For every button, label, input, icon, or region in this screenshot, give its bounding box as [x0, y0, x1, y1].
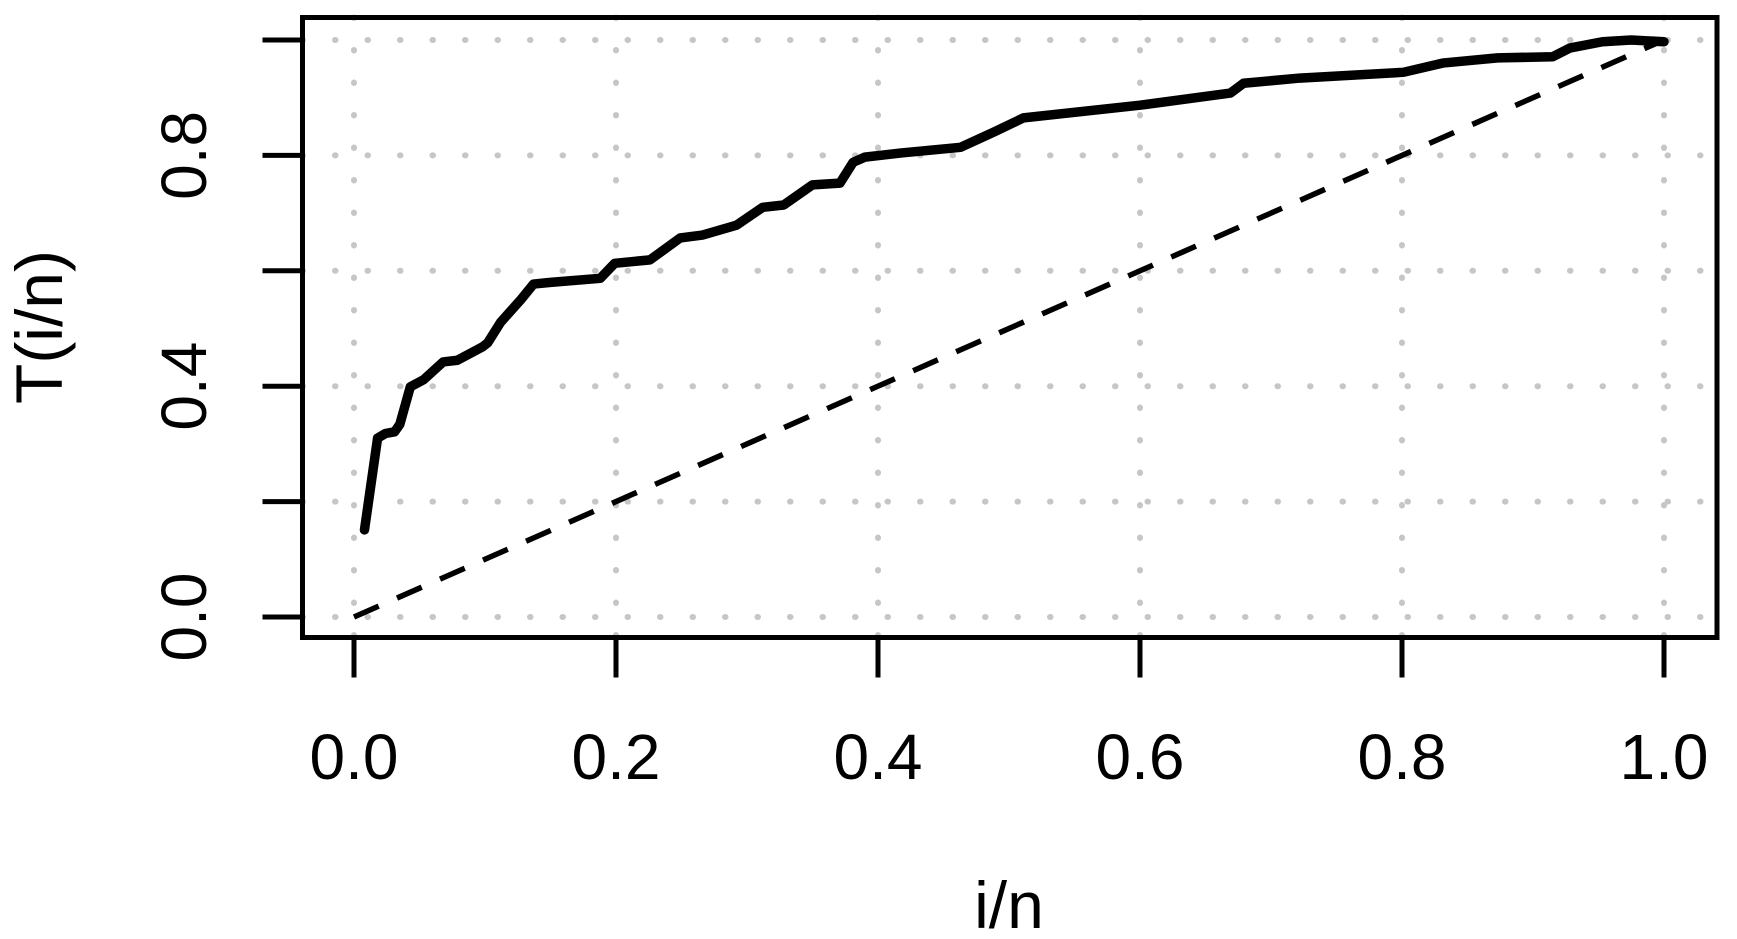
- y-axis-tick-labels: 0.0 0.4 0.8: [148, 111, 220, 662]
- x-tick-label: 0.4: [834, 721, 923, 793]
- x-tick-label: 0.0: [310, 721, 399, 793]
- y-tick-label: 0.8: [148, 111, 220, 200]
- y-axis-title: T(i/n): [2, 250, 76, 404]
- x-axis-tick-labels: 0.0 0.2 0.4 0.6 0.8 1.0: [310, 721, 1709, 793]
- data-series: [352, 35, 1669, 620]
- y-axis-ticks: [262, 37, 303, 620]
- diagonal-reference-line: [352, 37, 1666, 620]
- x-tick-label: 0.6: [1096, 721, 1185, 793]
- x-tick-label: 1.0: [1620, 721, 1709, 793]
- x-axis-ticks: [351, 637, 1667, 678]
- x-axis-title: i/n: [974, 868, 1044, 939]
- ttt-transform-curve: [359, 35, 1669, 535]
- y-tick-label: 0.0: [148, 573, 220, 662]
- x-tick-label: 0.8: [1358, 721, 1447, 793]
- plot-frame: [300, 15, 1720, 640]
- x-tick-label: 0.2: [572, 721, 661, 793]
- y-tick-label: 0.4: [148, 342, 220, 431]
